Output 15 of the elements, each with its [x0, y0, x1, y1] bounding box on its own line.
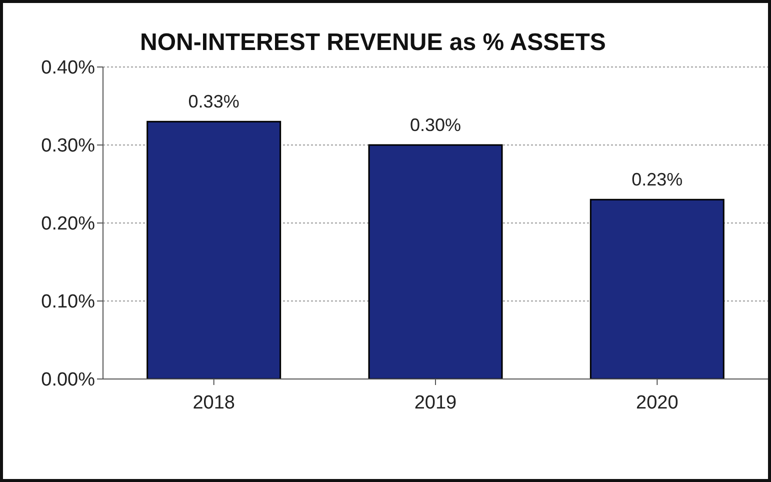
y-tick-label: 0.40%: [41, 58, 96, 79]
data-label: 0.30%: [410, 115, 462, 135]
y-tick-label: 0.10%: [41, 292, 96, 313]
bar: [590, 198, 724, 379]
y-tick-label: 0.00%: [41, 370, 96, 391]
x-tick-label: 2018: [192, 392, 235, 414]
x-tick-label: 2019: [414, 392, 457, 414]
data-label: 0.23%: [632, 170, 683, 190]
x-tick-label: 2020: [636, 392, 678, 414]
y-tick-label: 0.30%: [41, 136, 96, 157]
data-label: 0.33%: [188, 92, 240, 112]
y-tick-label: 0.20%: [41, 214, 96, 235]
bar: [368, 144, 503, 379]
chart-title: NON-INTEREST REVENUE as % ASSETS: [140, 29, 606, 57]
bar: [146, 120, 282, 379]
